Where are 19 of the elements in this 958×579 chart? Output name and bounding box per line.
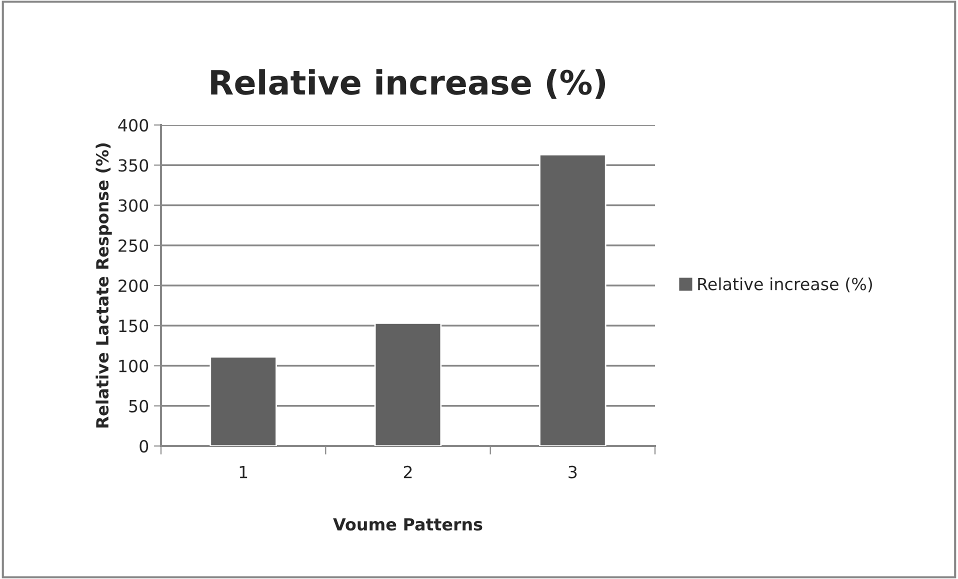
y-tick-label: 300	[118, 199, 148, 212]
chart-title: Relative increase (%)	[211, 69, 606, 99]
y-tick-label: 100	[119, 360, 148, 372]
y-tick-label: 350	[118, 159, 148, 172]
bar	[374, 322, 442, 446]
bar	[210, 356, 277, 446]
y-tick-label: 0	[140, 440, 148, 453]
y-tick-label: 250	[118, 239, 148, 252]
x-axis-title: Voume Patterns	[333, 518, 482, 531]
y-tick-label: 400	[118, 118, 148, 132]
y-tick-label: 200	[118, 279, 148, 292]
legend-label: Relative increase (%)	[698, 277, 872, 292]
bar	[539, 154, 606, 446]
x-tick-label: 2	[404, 466, 412, 478]
x-tick-label: 3	[568, 466, 577, 478]
y-tick-label: 150	[119, 320, 148, 332]
y-tick-label: 50	[129, 400, 148, 412]
x-tick-label: 1	[240, 466, 248, 478]
y-axis-title: Relative Lactate Response (%)	[96, 143, 112, 428]
